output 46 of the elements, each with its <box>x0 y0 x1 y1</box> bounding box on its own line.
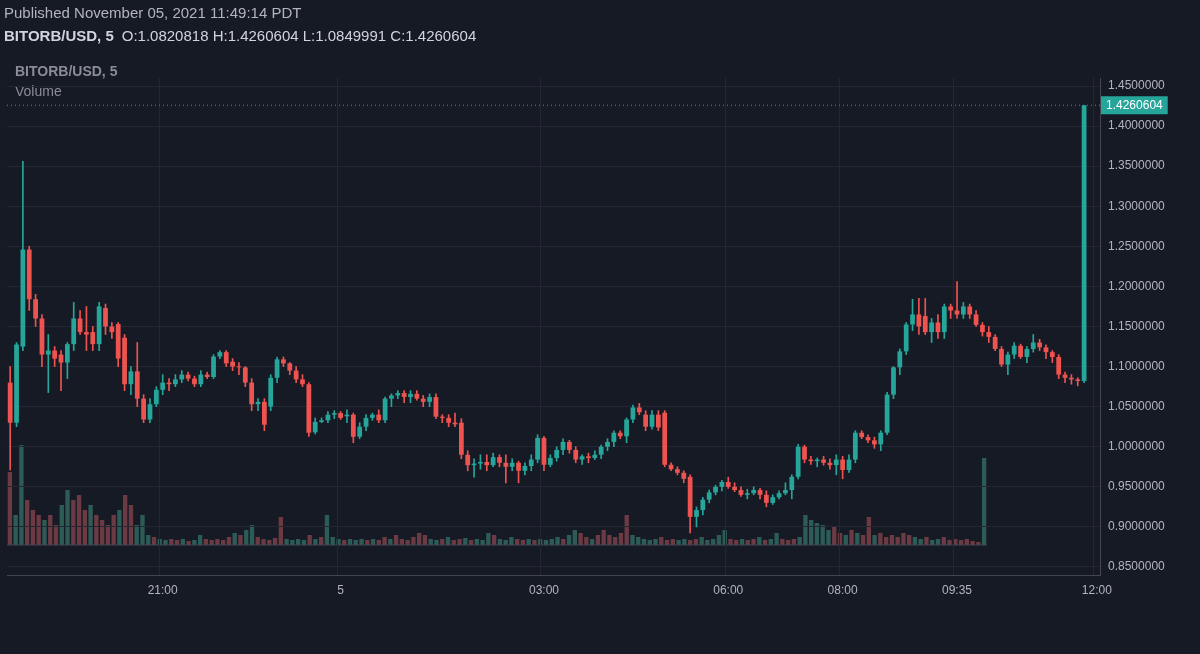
y-tick-label: 1.3000000 <box>1108 198 1166 213</box>
text: Published November 05, 2021 11:49:14 PDT <box>4 4 302 21</box>
y-tick-label: 1.1000000 <box>1108 358 1166 373</box>
y-tick-label: 1.0500000 <box>1108 398 1166 413</box>
bar <box>313 539 318 545</box>
bar <box>42 520 47 545</box>
candlestick <box>395 390 401 399</box>
x-tick-label: 08:00 <box>827 582 858 597</box>
x-tick-label: 21:00 <box>147 582 179 597</box>
bar <box>238 535 243 545</box>
candlestick <box>45 334 51 393</box>
candlestick <box>1075 377 1081 387</box>
bar <box>872 535 877 545</box>
y-tick-label: 0.8500000 <box>1108 559 1166 574</box>
y-tick-label: 1.4500000 <box>1108 78 1166 93</box>
x-tick-label: 12:00 <box>1081 582 1113 597</box>
y-tick-label: 0.9000000 <box>1108 519 1166 534</box>
bar <box>924 537 929 545</box>
candlestick <box>833 454 839 476</box>
candlestick <box>420 395 426 407</box>
bar <box>117 510 122 545</box>
ref-line-label: 1.4260604 <box>1106 97 1164 112</box>
bar <box>388 539 393 545</box>
x-tick-label: 09:35 <box>942 582 973 597</box>
y-tick-label: 0.9500000 <box>1108 479 1166 494</box>
bar <box>307 535 312 545</box>
y-tick-label: 1.3500000 <box>1108 158 1166 173</box>
bar <box>88 505 93 545</box>
candlestick <box>744 488 750 500</box>
chart-title: Volume <box>15 83 62 99</box>
chart-subtitle: O:1.0820818 H:1.4260604 L:1.0849991 C:1.4260604 <box>121 27 477 44</box>
y-tick-label: 1.2500000 <box>1108 238 1166 253</box>
candlestick <box>331 410 337 420</box>
candlestick <box>484 454 490 472</box>
y-tick-label: 1.1500000 <box>1108 318 1166 333</box>
x-tick-label: 06:00 <box>713 582 744 597</box>
x-tick-label: 03:00 <box>528 582 560 597</box>
candlestick <box>503 454 509 484</box>
bar <box>532 540 537 545</box>
chart-title: BITORB/USD, 5 <box>15 63 118 79</box>
bar <box>849 530 854 545</box>
y-tick-label: 1.2000000 <box>1108 278 1166 293</box>
x-tick-label: 5 <box>337 582 345 597</box>
y-tick-label: 1.4000000 <box>1108 118 1166 133</box>
chart-title: BITORB/USD, 5 <box>4 27 114 44</box>
y-tick-label: 1.0000000 <box>1108 439 1166 454</box>
